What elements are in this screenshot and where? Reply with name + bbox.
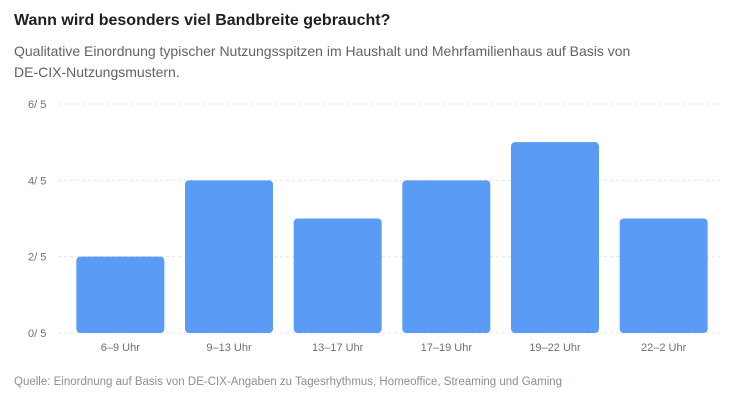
x-tick-label: 17–19 Uhr — [421, 342, 473, 354]
y-tick-label: 2/ 5 — [28, 252, 46, 264]
x-tick-label: 19–22 Uhr — [529, 342, 581, 354]
bar — [511, 142, 599, 333]
x-axis-ticks: 6–9 Uhr 9–13 Uhr 13–17 Uhr 17–19 Uhr 19–22 U… — [101, 342, 687, 354]
bar — [185, 180, 273, 333]
source-note: Quelle: Einordnung auf Basis von DE-CIX-… — [14, 376, 563, 388]
chart-subtitle: Qualitative Einordnung typischer Nutzung… — [14, 43, 631, 80]
bar — [619, 218, 708, 333]
x-tick-label: 22–2 Uhr — [641, 342, 687, 354]
bar — [402, 180, 491, 333]
chart-title: Wann wird besonders viel Bandbreite gebr… — [14, 12, 391, 29]
y-tick-label: 0/ 5 — [28, 328, 46, 340]
bar-series — [76, 142, 708, 333]
x-tick-label: 9–13 Uhr — [206, 342, 252, 354]
x-tick-label: 6–9 Uhr — [101, 342, 140, 354]
y-tick-label: 6/ 5 — [28, 99, 46, 111]
bar — [293, 218, 382, 333]
x-tick-label: 13–17 Uhr — [312, 342, 364, 354]
bar — [76, 256, 165, 333]
y-axis-ticks: 0/ 5 2/ 5 4/ 5 6/ 5 — [28, 99, 46, 340]
y-tick-label: 4/ 5 — [28, 175, 46, 187]
grid-layer — [58, 103, 720, 334]
